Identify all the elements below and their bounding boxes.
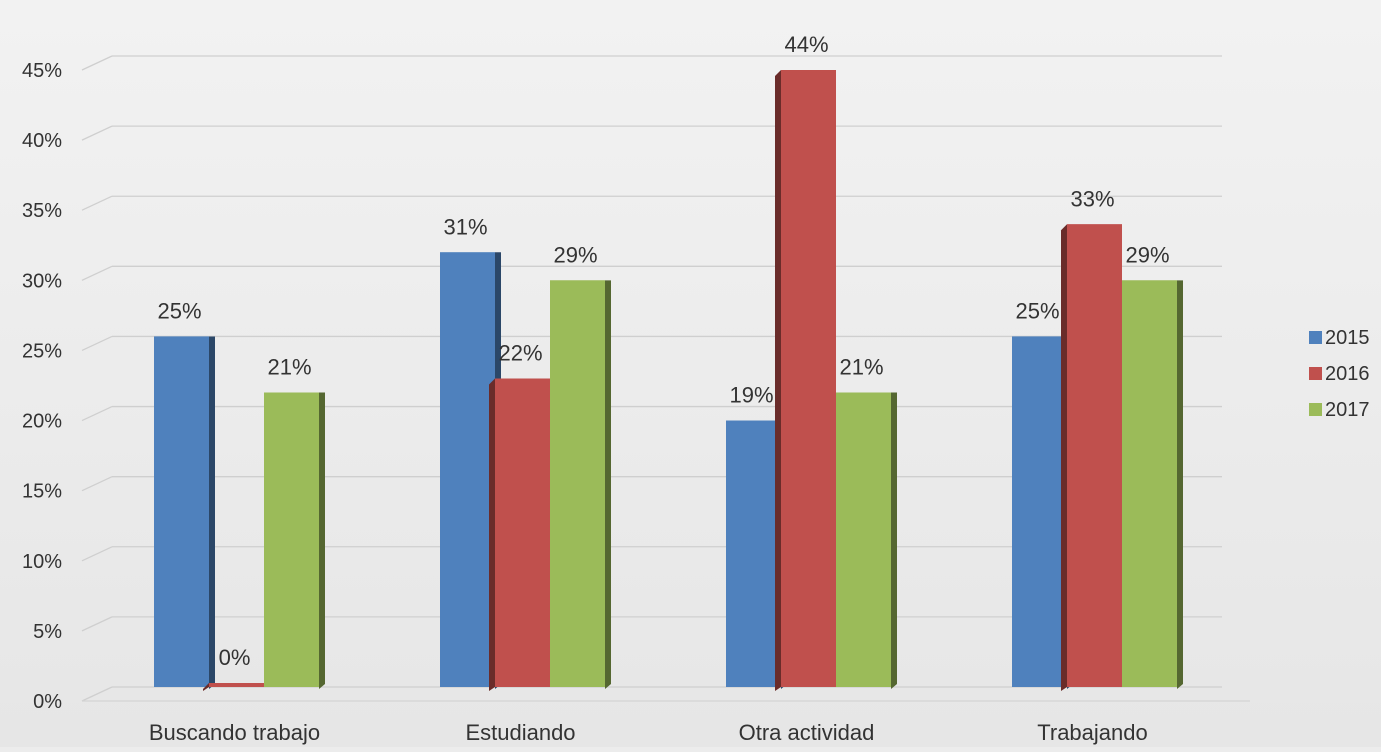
bar-2015-otra-actividad <box>726 420 781 687</box>
bar-top <box>781 70 836 73</box>
gridline-side <box>81 195 113 211</box>
gridline-side <box>81 476 113 492</box>
bar-side <box>1061 224 1067 691</box>
y-tick-label: 0% <box>33 691 62 713</box>
bar-top <box>550 280 605 283</box>
x-tick-label: Trabajando <box>1037 720 1147 745</box>
data-label: 25% <box>157 298 201 323</box>
bar-2015-estudiando <box>440 252 495 688</box>
bar-side <box>209 336 215 689</box>
bar-2017-trabajando <box>1122 280 1177 687</box>
legend-label: 2017 <box>1325 399 1370 421</box>
x-tick-label: Otra actividad <box>739 720 875 745</box>
bar-2016-otra-actividad <box>781 70 836 688</box>
bar-top <box>209 683 264 685</box>
legend-label: 2015 <box>1325 327 1370 349</box>
y-tick-label: 20% <box>22 411 62 433</box>
y-tick-label: 25% <box>22 340 62 362</box>
gridline-side <box>81 265 113 281</box>
bar-side <box>891 392 897 689</box>
y-tick-label: 5% <box>33 621 62 643</box>
legend-label: 2016 <box>1325 363 1370 385</box>
y-tick-label: 45% <box>22 60 62 82</box>
bar-top <box>440 252 495 255</box>
gridline-side <box>81 616 113 632</box>
data-label: 33% <box>1070 186 1114 211</box>
data-label: 21% <box>839 355 883 380</box>
bar-2017-buscando-trabajo <box>264 392 319 687</box>
data-label: 22% <box>498 341 542 366</box>
data-label: 29% <box>1125 242 1169 267</box>
data-label: 44% <box>784 32 828 57</box>
bar-side <box>1177 280 1183 689</box>
y-tick-label: 35% <box>22 200 62 222</box>
data-label: 0% <box>219 645 251 670</box>
bar-2017-estudiando <box>550 280 605 687</box>
gridline-side <box>81 335 113 352</box>
gridline-side <box>81 405 113 422</box>
bar-side <box>605 280 611 689</box>
data-label: 25% <box>1015 298 1059 323</box>
y-axis: 0% 5% 10% 15% 20% 25% 30% 35% 40% 45% <box>22 60 62 713</box>
bar-2016-trabajando <box>1067 224 1122 687</box>
y-tick-label: 15% <box>22 481 62 503</box>
data-label: 31% <box>443 214 487 239</box>
x-axis: Buscando trabajo Estudiando Otra actividad… <box>149 720 1148 745</box>
x-tick-label: Buscando trabajo <box>149 720 320 745</box>
bar-top <box>264 392 319 395</box>
bar-top <box>1122 280 1177 283</box>
data-label: 21% <box>267 355 311 380</box>
bar-side <box>775 70 781 692</box>
bar-2015-trabajando <box>1012 336 1067 687</box>
bar-2015-buscando-trabajo <box>154 336 209 687</box>
bar-side <box>489 378 495 691</box>
bar-2016-estudiando <box>495 378 550 687</box>
gridline-side <box>81 125 113 141</box>
y-tick-label: 10% <box>22 551 62 573</box>
legend-swatch <box>1309 403 1322 416</box>
legend-swatch <box>1309 367 1322 380</box>
y-tick-label: 30% <box>22 270 62 292</box>
bar-top <box>726 420 781 423</box>
bar-top <box>1067 224 1122 227</box>
data-label: 29% <box>553 242 597 267</box>
bar-top <box>154 336 209 339</box>
bar-top <box>836 392 891 395</box>
bars <box>154 70 1183 692</box>
bar-2017-otra-actividad <box>836 392 891 687</box>
bar-top <box>1012 336 1067 339</box>
gridline-side <box>81 686 113 702</box>
bar-side <box>203 683 209 691</box>
gridline-side <box>81 546 113 562</box>
bar-side <box>319 392 325 689</box>
bar-top <box>495 378 550 381</box>
data-label: 19% <box>729 383 773 408</box>
legend-swatch <box>1309 331 1322 344</box>
data-labels: 25% 0% 21% 31% 22% 29% 19% 44% 21% 25% 33% 29% <box>157 32 1169 670</box>
legend: 2015 2016 2017 <box>1309 327 1370 421</box>
y-tick-label: 40% <box>22 130 62 152</box>
gridline-side <box>81 55 113 71</box>
x-tick-label: Estudiando <box>465 720 575 745</box>
